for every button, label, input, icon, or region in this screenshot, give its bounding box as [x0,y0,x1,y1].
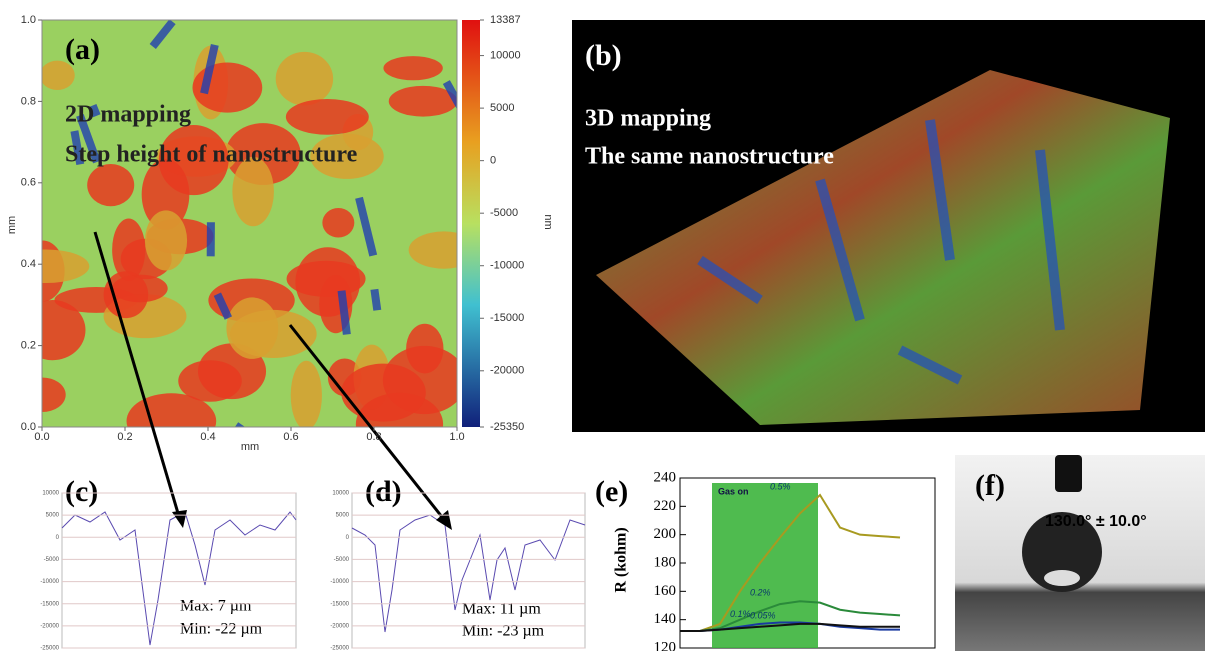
y-tick-label: -25000 [330,646,349,651]
heat-blob [291,361,322,430]
y-tick-label: 5000 [46,513,60,519]
annotation: Min: -23 µm [462,623,545,640]
droplet-highlight [1044,570,1080,586]
y-tick-label: -5000 [334,557,350,563]
heat-blob [295,247,360,317]
colorbar-tick-label: 13387 [490,14,521,26]
annotation: Step height of nanostructure [65,142,358,168]
series-label: 0.05% [750,610,776,620]
y-tick-label: 120 [654,639,677,651]
y-tick-label: -10000 [40,579,59,585]
annotation: 3D mapping [585,106,711,132]
panel-label: (d) [365,475,402,508]
colorbar-tick-label: -15000 [490,312,524,324]
panel-label: (b) [585,39,622,72]
y-tick-label: 5000 [336,513,350,519]
panel-label: (c) [65,475,98,508]
y-tick-label: 10000 [42,491,59,497]
colorbar-tick-label: -25350 [490,421,524,433]
y-tick-label: 140 [654,611,677,627]
annotation: Max: 7 µm [180,598,252,615]
heat-valley [224,424,241,449]
x-tick-label: 1.0 [449,431,464,443]
y-tick-label: 0.8 [21,95,36,107]
heat-blob [383,56,442,80]
y-tick-label: 10000 [332,491,349,497]
heat-blob [145,210,187,270]
heat-blob [87,164,134,206]
y-tick-label: 200 [654,526,677,542]
panel-label: (a) [65,33,100,66]
colorbar-tick-label: -10000 [490,260,524,272]
colorbar-tick-label: -5000 [490,207,518,219]
colorbar-tick-label: 10000 [490,49,521,61]
heat-blob [276,52,333,106]
y-tick-label: -20000 [330,623,349,629]
heat-blob [104,271,149,318]
y-tick-label: -20000 [40,623,59,629]
y-tick-label: 220 [654,498,677,514]
needle [1055,455,1082,492]
heat-valley [342,291,347,335]
heatmap-image [3,20,480,455]
heat-blob [286,99,369,135]
panel-label: (e) [595,475,628,508]
x-tick-label: 0.2 [117,431,132,443]
colorbar-tick-label: 5000 [490,102,514,114]
annotation: The same nanostructure [585,144,834,170]
y-tick-label: 0.0 [21,421,36,433]
annotation: Min: -22 µm [180,621,263,638]
y-axis-label: R (kohm) [613,527,630,592]
y-tick-label: 0 [56,535,60,541]
y-tick-label: -5000 [44,557,60,563]
heat-blob [226,297,278,359]
y-tick-label: 0 [346,535,350,541]
y-tick-label: 180 [654,554,677,570]
heat-blob [341,364,426,422]
series-label: 0.5% [770,481,791,491]
y-tick-label: 160 [654,583,677,599]
heat-valley [374,289,377,310]
x-tick-label: 0.4 [200,431,215,443]
y-axis-label: mm [6,216,18,234]
y-tick-label: 0.4 [21,258,36,270]
panel-label: (f) [975,469,1005,502]
series-label: 0.2% [750,588,771,598]
y-tick-label: -10000 [330,579,349,585]
y-tick-label: 0.6 [21,177,36,189]
contact-angle: 130.0° ± 10.0° [1045,513,1147,530]
y-tick-label: -15000 [330,601,349,607]
y-tick-label: 240 [654,469,677,485]
colorbar-label: nm [542,214,554,229]
y-tick-label: 1.0 [21,14,36,26]
x-axis-label: mm [241,441,259,453]
heat-blob [3,249,90,283]
series-label: 0.1% [730,609,751,619]
y-tick-label: -25000 [40,646,59,651]
y-tick-label: 0.2 [21,340,36,352]
figure: (a) 2D mapping Step height of nanostruct… [0,0,1205,651]
colorbar-tick-label: 0 [490,155,496,167]
x-tick-label: 0.6 [283,431,298,443]
x-tick-label: 0.8 [366,431,381,443]
colorbar [462,20,480,427]
annotation: Gas on [718,486,749,496]
x-tick-label: 0.0 [34,431,49,443]
colorbar-tick-label: -20000 [490,365,524,377]
annotation: 2D mapping [65,102,191,128]
heat-blob [322,208,354,238]
y-tick-label: -15000 [40,601,59,607]
